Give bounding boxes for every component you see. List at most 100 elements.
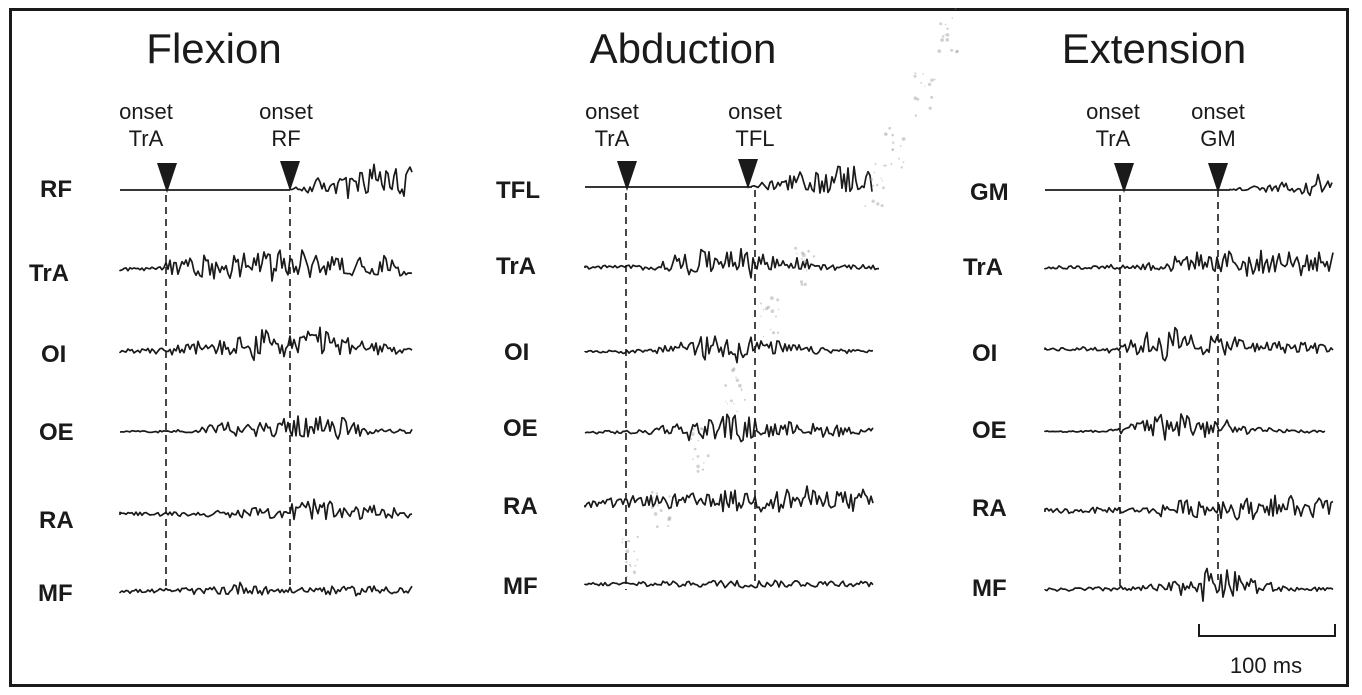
smudge-dot	[626, 575, 628, 578]
smudge-dot	[916, 97, 920, 101]
scale-bar-label: 100 ms	[1229, 653, 1303, 678]
smudge-dot	[621, 541, 623, 544]
smudge-dot	[892, 141, 895, 144]
onset-marker-abduction-tra	[617, 161, 637, 191]
onset-label-flexion-rf: onset RF	[259, 98, 313, 152]
onset-word: onset	[119, 99, 173, 124]
onset-markers	[157, 159, 1228, 193]
smudge-dot	[805, 269, 808, 272]
trace-extension-oi	[1044, 326, 1334, 362]
smudge-dot	[770, 309, 775, 314]
smudge-dot	[696, 455, 700, 458]
onset-word: onset	[259, 99, 313, 124]
smudge-dot	[625, 560, 628, 564]
smudge-dot	[626, 540, 629, 542]
smudge-dot	[732, 367, 736, 371]
muscle-label-extension-tra: TrA	[963, 254, 1004, 281]
onset-marker-extension-gm	[1208, 163, 1228, 193]
muscle-label-extension-gm: GM	[970, 179, 1009, 206]
smudge-dot	[876, 202, 880, 206]
smudge-dot	[807, 249, 811, 253]
smudge-dot	[801, 253, 806, 258]
smudge-dot	[772, 331, 776, 335]
smudge-dot	[871, 184, 875, 187]
smudge-dot	[928, 106, 932, 110]
smudge-dot	[875, 183, 879, 187]
smudge-dot	[890, 163, 893, 166]
onset-label-abduction-tfl: onset TFL	[728, 98, 782, 152]
smudge-dot	[914, 114, 917, 117]
smudge-dot	[743, 398, 746, 401]
smudge-dot	[693, 447, 697, 451]
smudge-dot	[871, 199, 875, 203]
muscle-label-abduction-ra: RA	[503, 493, 538, 520]
onset-muscle: TFL	[735, 126, 775, 151]
muscle-label-flexion-ra: RA	[39, 507, 74, 534]
smudge-dot	[937, 49, 942, 53]
muscle-label-extension-oe: OE	[972, 417, 1007, 444]
smudge-dot	[924, 85, 926, 87]
smudge-dot	[729, 399, 733, 403]
panel-title-extension: Extension	[1061, 25, 1247, 72]
scale-bar	[1198, 624, 1336, 637]
smudge-dot	[945, 38, 950, 42]
smudge-dot	[776, 331, 780, 334]
onset-muscle: GM	[1200, 126, 1236, 151]
smudge-dot	[736, 410, 738, 413]
muscle-label-abduction-oi: OI	[504, 339, 530, 366]
onset-label-abduction-tra: onset TrA	[585, 98, 639, 152]
trace-abduction-mf	[584, 579, 874, 589]
smudge-dot	[725, 400, 727, 403]
trace-flexion-ra	[119, 498, 413, 521]
smudge-dot	[803, 259, 807, 264]
smudge-dot	[696, 464, 700, 469]
onset-dashed-lines	[165, 190, 1219, 590]
smudge-dot	[769, 328, 772, 331]
smudge-dot	[762, 308, 765, 311]
muscle-label-extension-oi: OI	[972, 340, 998, 367]
onset-word: onset	[728, 99, 782, 124]
trace-flexion-tra	[119, 249, 413, 282]
smudge-dot	[944, 23, 947, 26]
smudge-dot	[956, 49, 959, 53]
smudge-dot	[741, 389, 743, 391]
smudge-dot	[692, 458, 694, 461]
onset-label-extension-tra: onset TrA	[1086, 98, 1140, 152]
smudge-dot	[766, 305, 771, 309]
smudge-dot	[951, 17, 954, 19]
smudge-dot	[733, 403, 735, 405]
smudge-dot	[650, 495, 652, 497]
smudge-dot	[700, 427, 703, 430]
onset-marker-flexion-tra	[157, 163, 177, 193]
trace-extension-mf	[1044, 567, 1334, 602]
muscle-label-abduction-oe: OE	[503, 415, 538, 442]
trace-flexion-oe	[119, 415, 413, 440]
muscle-label-extension-ra: RA	[972, 495, 1007, 522]
smudge-dot	[735, 378, 739, 382]
smudge-dot	[655, 492, 658, 495]
smudge-dot	[701, 468, 705, 471]
smudge-dot	[762, 336, 765, 338]
muscle-label-flexion-mf: MF	[38, 580, 73, 607]
onset-muscle: RF	[271, 126, 301, 151]
trace-abduction-tra	[584, 247, 880, 279]
trace-extension-ra	[1044, 494, 1334, 521]
smudge-dot	[885, 164, 888, 167]
smudge-dot	[724, 384, 727, 387]
smudge-dot	[690, 432, 695, 436]
smudge-dot	[812, 255, 815, 258]
smudge-dot	[655, 525, 659, 528]
trace-abduction-oe	[584, 413, 874, 443]
smudge-dot	[629, 565, 632, 568]
smudge-dot	[634, 564, 637, 567]
smudge-dot	[874, 163, 877, 166]
smudge-dot	[920, 82, 923, 84]
smudge-dot	[940, 38, 944, 42]
muscle-label-abduction-tra: TrA	[496, 253, 537, 280]
smudge-dot	[898, 157, 901, 160]
muscle-label-abduction-mf: MF	[503, 573, 538, 600]
smudge-dot	[636, 535, 639, 539]
smudge-dot	[888, 126, 892, 130]
smudge-dot	[668, 509, 670, 511]
